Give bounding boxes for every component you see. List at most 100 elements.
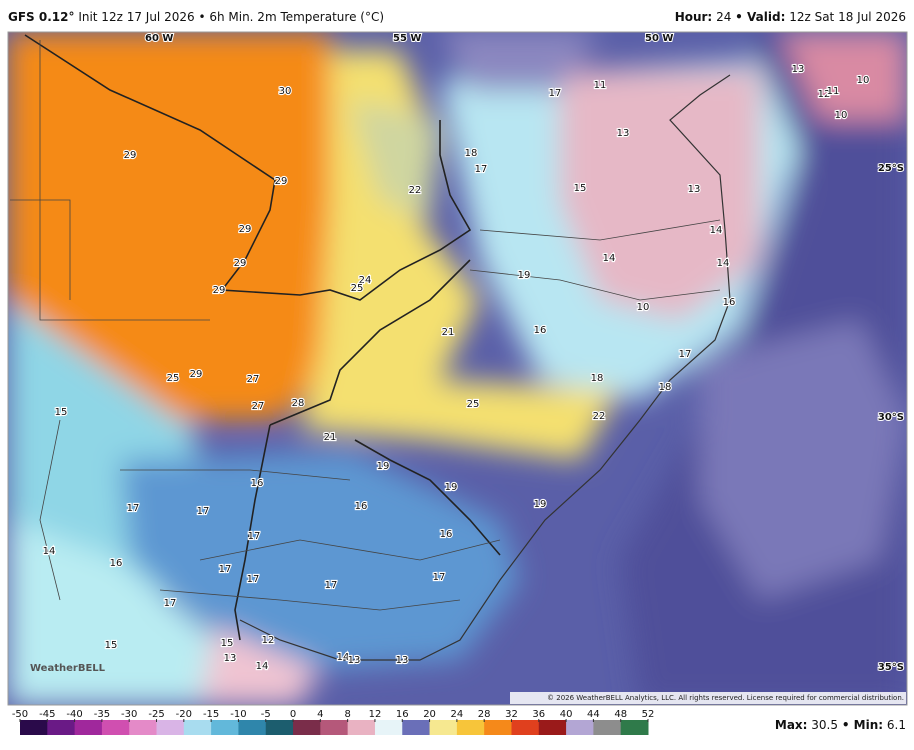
temperature-label: 14 [43, 546, 56, 557]
colorbar-tick-label: -20 [176, 709, 192, 720]
colorbar-segment [456, 720, 485, 735]
map-field [8, 32, 907, 705]
temperature-label: 17 [219, 564, 232, 575]
admin-lines [10, 40, 721, 611]
temperature-label: 12 [262, 635, 275, 646]
valid-label: • Valid: [735, 10, 785, 24]
colorbar-segment [293, 720, 321, 735]
temperature-label: 15 [55, 407, 68, 418]
temperature-label: 17 [247, 574, 260, 585]
product: • 6h Min. 2m Temperature (°C) [198, 10, 384, 24]
colorbar-tick-label: 8 [344, 709, 350, 720]
temperature-label: 14 [256, 661, 269, 672]
temperature-label: 22 [593, 411, 606, 422]
temperature-label: 18 [659, 382, 672, 393]
colorbar-segment [265, 720, 294, 735]
temperature-label: 18 [465, 148, 478, 159]
temperature-label: 13 [792, 64, 805, 75]
colorbar-tick-label: 16 [396, 709, 409, 720]
colorbar-segment [402, 720, 431, 735]
temperature-label: 28 [292, 398, 305, 409]
colorbar-tick-label: 0 [290, 709, 296, 720]
colorbar-segment [593, 720, 622, 735]
temperature-label: 15 [574, 183, 587, 194]
temperature-label: 13 [224, 653, 237, 664]
colorbar-tick-label: -25 [148, 709, 164, 720]
colorbar-tick-label: 32 [505, 709, 518, 720]
copyright-bg [510, 692, 906, 704]
colorbar-segment [129, 720, 158, 735]
longitude-label: 50 W [645, 33, 673, 44]
min: 6.1 [887, 718, 906, 732]
min-label: • Min: [842, 718, 883, 732]
colorbar-segment [320, 720, 349, 735]
colorbar-segment [74, 720, 103, 735]
temperature-label: 17 [164, 598, 177, 609]
temperature-label: 10 [637, 302, 650, 313]
temperature-label: 19 [518, 270, 531, 281]
hour-label: Hour: [675, 10, 713, 24]
temperature-label: 14 [337, 652, 350, 663]
temperature-label: 24 [359, 275, 372, 286]
init: Init 12z 17 Jul 2026 [78, 10, 194, 24]
latitude-label: 35°S [878, 662, 904, 673]
colorbar-tick-label: -5 [261, 709, 271, 720]
temperature-label: 10 [835, 110, 848, 121]
colorbar: -50 -45 -40 -35 -30 -25 -20 -15 -10 -5 0 4 8 12 16 20 24… [12, 709, 655, 735]
temperature-label: 25 [467, 399, 480, 410]
colorbar-segment [511, 720, 540, 735]
colorbar-segment [101, 720, 130, 735]
temperature-label: 25 [167, 373, 180, 384]
max-label: Max: [775, 718, 808, 732]
temperature-label: 29 [124, 150, 137, 161]
colorbar-segment [211, 720, 239, 735]
temperature-label: 13 [396, 655, 409, 666]
temperature-label: 30 [279, 86, 292, 97]
temperature-label: 25 [351, 283, 364, 294]
temperature-label: 17 [325, 580, 338, 591]
colorbar-segment [566, 720, 594, 735]
colorbar-segment [347, 720, 376, 735]
colorbar-tick-label: 28 [478, 709, 491, 720]
header-left: GFS 0.12° Init 12z 17 Jul 2026 • 6h Min.… [8, 10, 384, 24]
logo: WeatherBELL [30, 663, 106, 674]
colorbar-tick-label: 4 [317, 709, 323, 720]
temperature-label: 19 [377, 461, 390, 472]
temperature-label: 29 [190, 369, 203, 380]
temperature-label: 18 [591, 373, 604, 384]
map-frame [7, 31, 908, 706]
hour: 24 [716, 10, 731, 24]
borders [24, 34, 731, 661]
header-right: Hour: 24 • Valid: 12z Sat 18 Jul 2026 [675, 10, 906, 24]
colorbar-tick-label: 12 [369, 709, 382, 720]
colorbar-tick-label: 44 [587, 709, 600, 720]
colorbar-tick-label: 36 [532, 709, 545, 720]
colorbar-segment [484, 720, 512, 735]
temperature-label: 22 [409, 185, 422, 196]
temperature-label: 21 [324, 432, 337, 443]
temperature-label: 29 [275, 176, 288, 187]
colorbar-tick-label: 52 [642, 709, 655, 720]
colorbar-tick-label: 40 [560, 709, 573, 720]
colorbar-segment [47, 720, 76, 735]
valid: 12z Sat 18 Jul 2026 [789, 10, 906, 24]
temperature-label: 16 [440, 529, 453, 540]
temperature-label: 15 [221, 638, 234, 649]
temperature-label: 29 [239, 224, 252, 235]
colorbar-tick-label: -45 [39, 709, 55, 720]
colorbar-segment [183, 720, 212, 735]
temperature-label: 16 [723, 297, 736, 308]
colorbar-segment [20, 720, 48, 735]
temperature-label: 21 [442, 327, 455, 338]
temperature-label: 15 [105, 640, 118, 651]
temperature-label: 27 [247, 374, 260, 385]
footer: Max: 30.5 • Min: 6.1 [775, 718, 906, 732]
longitude-label: 55 W [393, 33, 421, 44]
temperature-label: 16 [355, 501, 368, 512]
temperature-label: 17 [248, 531, 261, 542]
temperature-label: 11 [827, 86, 840, 97]
temperature-label: 27 [252, 401, 265, 412]
model: GFS 0.12° [8, 10, 74, 24]
